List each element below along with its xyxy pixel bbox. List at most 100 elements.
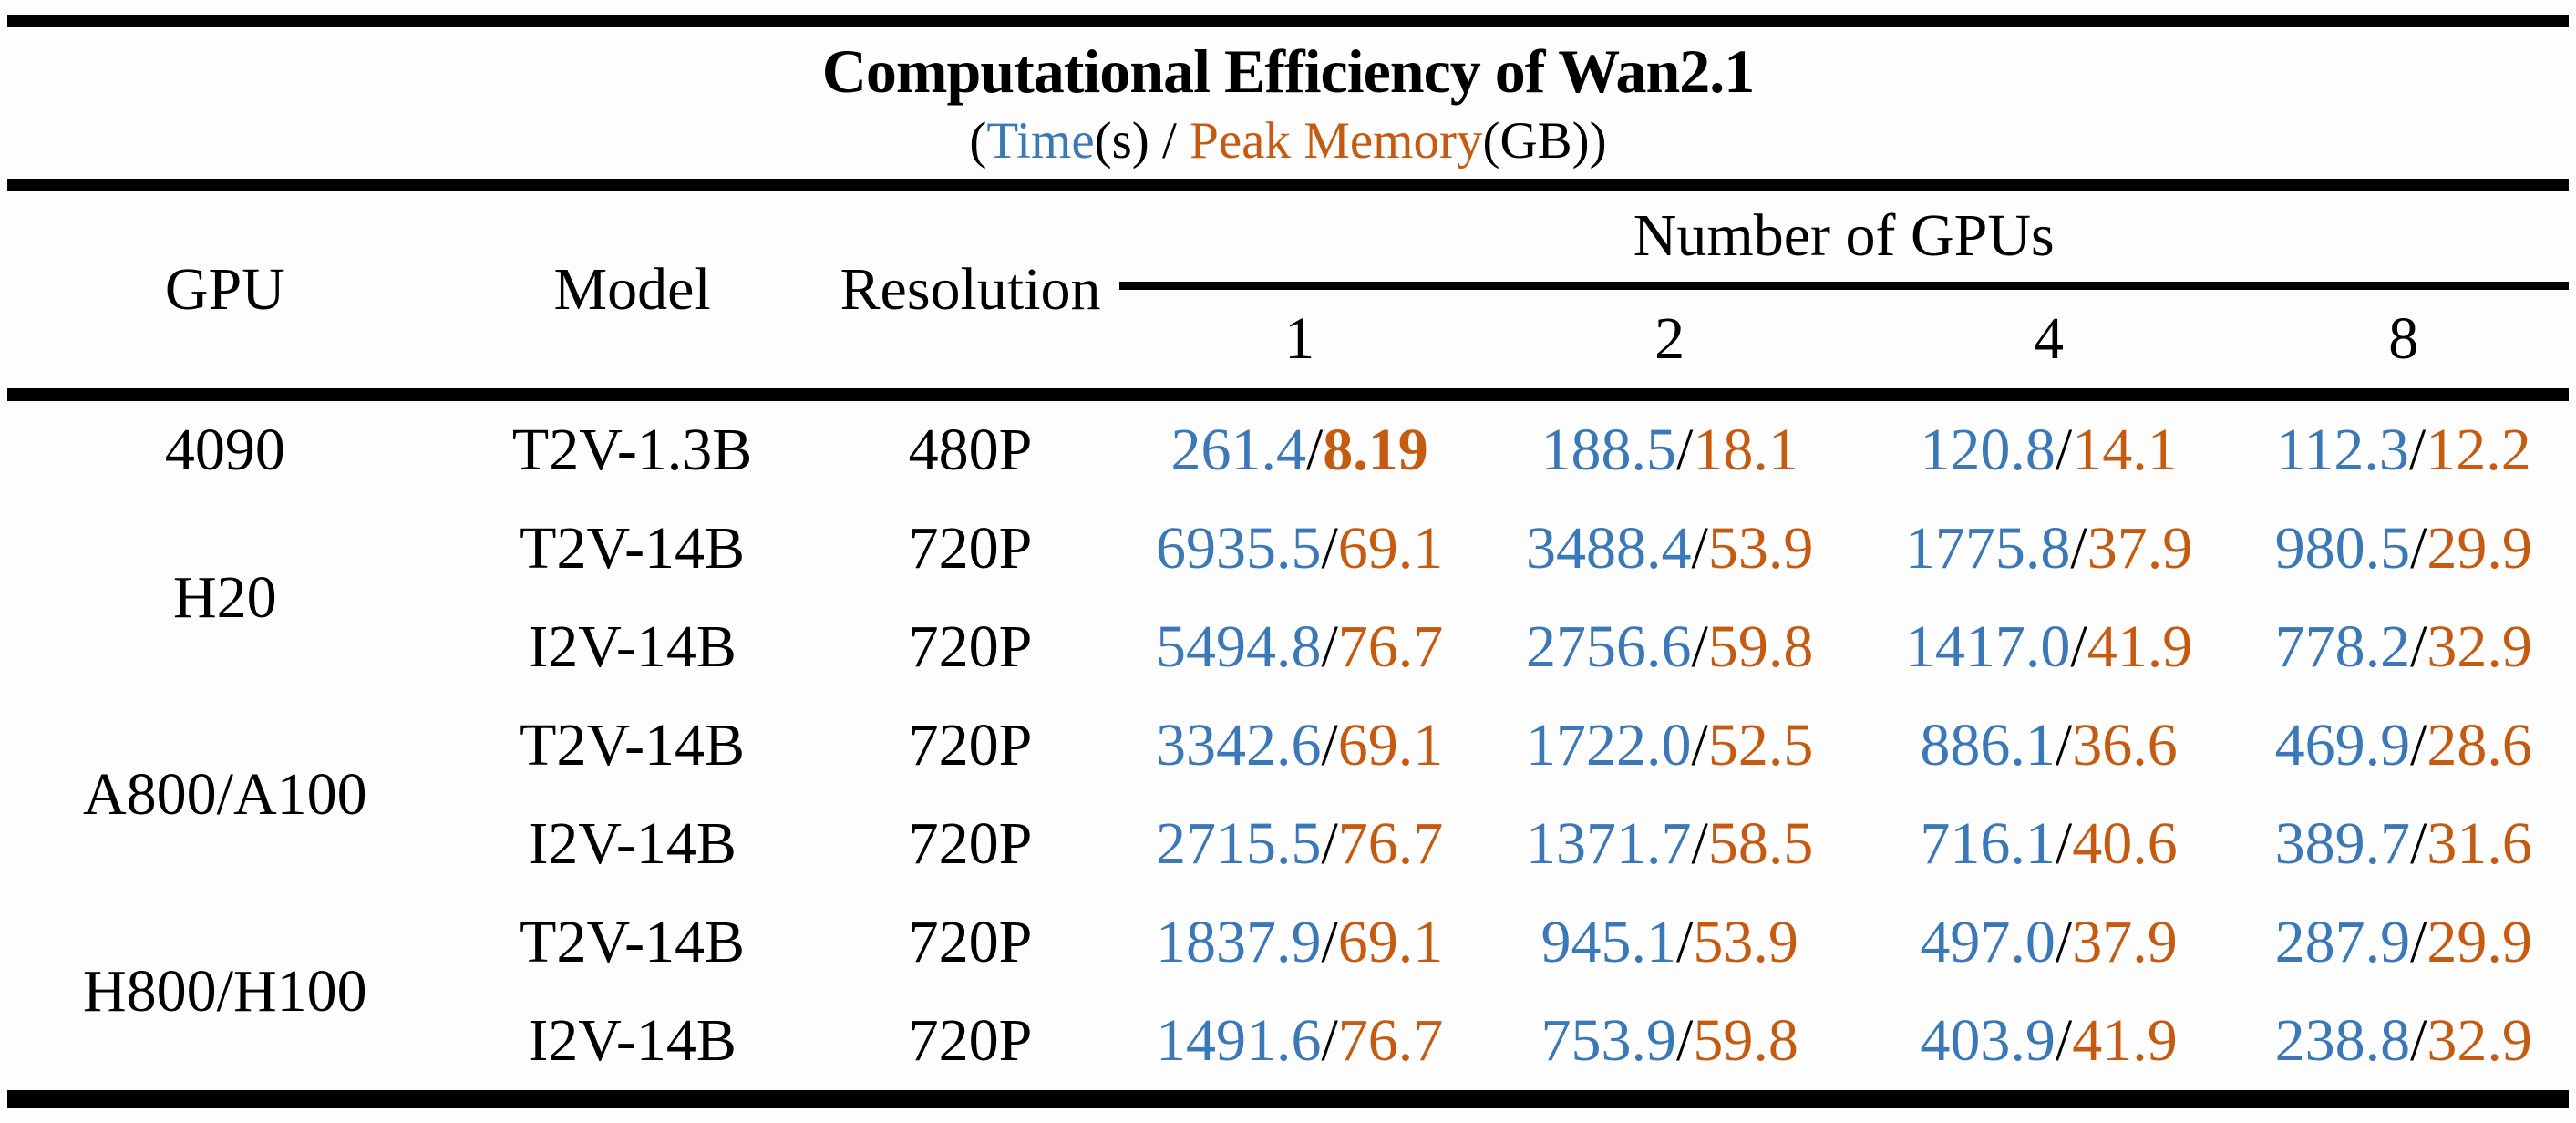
top-rule bbox=[7, 15, 2569, 27]
value-separator: / bbox=[1321, 909, 1338, 975]
memory-value: 14.1 bbox=[2072, 417, 2178, 483]
cell-model: T2V-14B bbox=[520, 712, 746, 778]
value-separator: / bbox=[1675, 1007, 1694, 1074]
header-gpu: GPU bbox=[7, 191, 443, 401]
table-row: A800/A100 T2V-14B 720P 3342.6/69.1 1722.… bbox=[7, 696, 2569, 828]
memory-value: 69.1 bbox=[1337, 515, 1444, 582]
table-row: H20 T2V-14B 720P 6935.5/69.1 3488.4/53.9… bbox=[7, 500, 2569, 631]
memory-value: 29.9 bbox=[2427, 909, 2532, 975]
subtitle-time-label: Time bbox=[986, 112, 1095, 170]
value-separator: / bbox=[2055, 712, 2073, 778]
value-separator: / bbox=[1691, 515, 1708, 582]
cell-model: T2V-14B bbox=[520, 909, 746, 975]
cell-time-memory: 2715.5/76.7 bbox=[1119, 795, 1480, 893]
cell-gpu: A800/A100 bbox=[83, 761, 367, 828]
header-resolution: Resolution bbox=[821, 191, 1119, 401]
memory-value: 29.9 bbox=[2427, 515, 2532, 582]
memory-value: 59.8 bbox=[1707, 613, 1814, 680]
value-separator: / bbox=[2410, 712, 2427, 778]
subtitle-close-paren: ) bbox=[1589, 112, 1607, 170]
time-value: 497.0 bbox=[1920, 909, 2056, 975]
value-separator: / bbox=[1691, 712, 1708, 778]
time-value: 753.9 bbox=[1540, 1007, 1676, 1074]
time-value: 1417.0 bbox=[1904, 613, 2071, 680]
cell-time-memory: 1722.0/52.5 bbox=[1480, 696, 1860, 795]
cell-time-memory: 778.2/32.9 bbox=[2238, 598, 2569, 696]
cell-gpu: 4090 bbox=[164, 417, 285, 483]
header-number-of-gpus: Number of GPUs bbox=[1118, 191, 2569, 290]
memory-value: 69.1 bbox=[1337, 909, 1444, 975]
cell-time-memory: 261.4/8.19 bbox=[1119, 395, 1480, 500]
memory-value: 53.9 bbox=[1693, 909, 1798, 975]
table-row: 4090 T2V-1.3B 480P 261.4/8.19 188.5/18.1… bbox=[7, 395, 2569, 500]
table-row: H800/H100 T2V-14B 720P 1837.9/69.1 945.1… bbox=[7, 893, 2569, 1025]
efficiency-table: GPU Model Resolution Number of GPUs 1 2 … bbox=[7, 191, 2569, 1090]
cell-time-memory: 980.5/29.9 bbox=[2238, 500, 2569, 598]
cell-model: T2V-1.3B bbox=[511, 417, 753, 483]
cell-resolution: 720P bbox=[908, 515, 1033, 582]
cell-time-memory: 6935.5/69.1 bbox=[1119, 500, 1480, 598]
value-separator: / bbox=[2410, 515, 2427, 582]
time-value: 403.9 bbox=[1920, 1007, 2056, 1074]
memory-value: 32.9 bbox=[2427, 1007, 2532, 1074]
memory-value: 37.9 bbox=[2072, 909, 2178, 975]
time-value: 2715.5 bbox=[1155, 810, 1322, 877]
cell-model: T2V-14B bbox=[520, 515, 746, 582]
memory-value: 28.6 bbox=[2427, 712, 2532, 778]
cell-time-memory: 5494.8/76.7 bbox=[1119, 598, 1480, 696]
value-separator: / bbox=[1305, 417, 1324, 483]
time-value: 120.8 bbox=[1920, 417, 2056, 483]
time-value: 5494.8 bbox=[1155, 613, 1322, 680]
header-gpu-count-4: 4 bbox=[1859, 285, 2239, 401]
table-header: GPU Model Resolution Number of GPUs 1 2 … bbox=[7, 191, 2569, 401]
memory-value: 69.1 bbox=[1337, 712, 1444, 778]
title-block: Computational Efficiency of Wan2.1 (Time… bbox=[7, 27, 2569, 179]
memory-value: 40.6 bbox=[2072, 810, 2178, 877]
time-value: 716.1 bbox=[1920, 810, 2056, 877]
cell-time-memory: 403.9/41.9 bbox=[1860, 992, 2239, 1090]
time-value: 261.4 bbox=[1170, 417, 1306, 483]
value-separator: / bbox=[2055, 810, 2073, 877]
memory-value: 76.7 bbox=[1337, 810, 1444, 877]
cell-time-memory: 112.3/12.2 bbox=[2238, 395, 2569, 500]
cell-time-memory: 1371.7/58.5 bbox=[1480, 795, 1860, 893]
page-subtitle: (Time(s) / Peak Memory(GB)) bbox=[7, 111, 2569, 171]
cell-time-memory: 1417.0/41.9 bbox=[1860, 598, 2239, 696]
memory-value: 41.9 bbox=[2087, 613, 2193, 680]
cell-time-memory: 716.1/40.6 bbox=[1860, 795, 2239, 893]
subtitle-memory-unit: (GB) bbox=[1482, 112, 1590, 170]
subtitle-separator: / bbox=[1149, 112, 1190, 170]
table-row: I2V-14B 720P 1491.6/76.7 753.9/59.8 403.… bbox=[7, 992, 2569, 1090]
time-value: 1371.7 bbox=[1525, 810, 1692, 877]
header-gpu-count-1: 1 bbox=[1118, 285, 1480, 401]
cell-resolution: 720P bbox=[908, 810, 1033, 877]
value-separator: / bbox=[1691, 810, 1708, 877]
memory-value: 52.5 bbox=[1707, 712, 1814, 778]
cell-resolution: 720P bbox=[908, 613, 1033, 680]
header-gpu-count-8: 8 bbox=[2238, 285, 2569, 401]
memory-value: 31.6 bbox=[2427, 810, 2532, 877]
value-separator: / bbox=[1691, 613, 1708, 680]
value-separator: / bbox=[2070, 613, 2087, 680]
value-separator: / bbox=[1321, 810, 1338, 877]
memory-value: 59.8 bbox=[1693, 1007, 1798, 1074]
value-separator: / bbox=[2070, 515, 2087, 582]
time-value: 3342.6 bbox=[1155, 712, 1322, 778]
bottom-rule bbox=[7, 1090, 2569, 1108]
page-title: Computational Efficiency of Wan2.1 bbox=[821, 36, 1756, 106]
value-separator: / bbox=[2055, 1007, 2073, 1074]
time-value: 287.9 bbox=[2274, 909, 2411, 975]
time-value: 778.2 bbox=[2274, 613, 2411, 680]
cell-time-memory: 886.1/36.6 bbox=[1860, 696, 2239, 795]
value-separator: / bbox=[1321, 712, 1338, 778]
cell-time-memory: 1775.8/37.9 bbox=[1860, 500, 2239, 598]
cell-time-memory: 389.7/31.6 bbox=[2238, 795, 2569, 893]
memory-value: 76.7 bbox=[1337, 613, 1444, 680]
time-value: 1491.6 bbox=[1155, 1007, 1322, 1074]
subtitle-open-paren: ( bbox=[969, 112, 987, 170]
cell-resolution: 720P bbox=[908, 1007, 1033, 1074]
header-row-top: GPU Model Resolution Number of GPUs bbox=[7, 191, 2569, 401]
header-gpu-count-2: 2 bbox=[1479, 285, 1860, 401]
memory-value: 41.9 bbox=[2072, 1007, 2178, 1074]
